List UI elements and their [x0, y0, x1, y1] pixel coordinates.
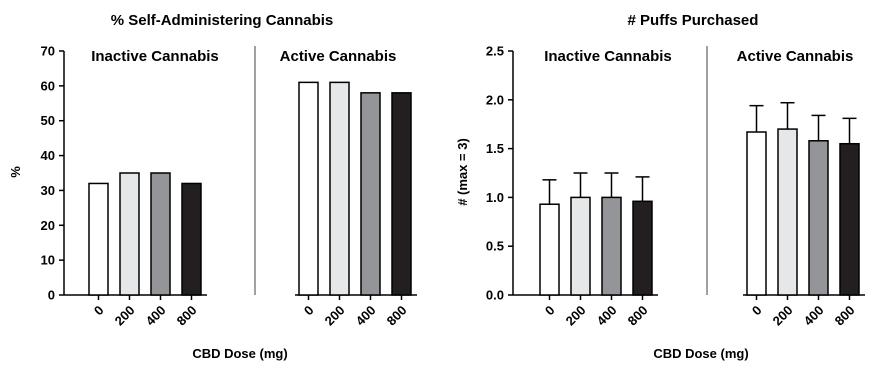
group-label-inactive: Inactive Cannabis: [91, 48, 219, 65]
y-tick-label: 30: [41, 183, 55, 198]
x-tick-label: 400: [143, 303, 169, 329]
y-tick-label: 20: [41, 218, 55, 233]
bar: [360, 92, 381, 296]
x-tick-label: 200: [770, 303, 796, 329]
y-tick-label: 50: [41, 113, 55, 128]
x-tick-label: 400: [594, 303, 620, 329]
bar: [570, 196, 591, 296]
chart-self-administering: % Self-Administering Cannabis % Inactive…: [8, 12, 417, 361]
y-tick-label: 2.0: [486, 92, 504, 107]
y-axis-label: # (max = 3): [455, 138, 470, 206]
bar: [777, 128, 798, 296]
y-tick-label: 40: [41, 148, 55, 163]
group-label-active: Active Cannabis: [280, 48, 397, 65]
bar: [539, 203, 560, 296]
bar: [88, 182, 109, 296]
x-tick-label: 800: [174, 303, 200, 329]
x-tick-label: 800: [625, 303, 651, 329]
x-tick-label: 200: [322, 303, 348, 329]
group-label-inactive: Inactive Cannabis: [544, 48, 672, 65]
x-tick-label: 0: [542, 303, 558, 319]
bar: [632, 200, 653, 296]
y-tick-label: 0: [48, 288, 55, 303]
x-tick-label: 400: [353, 303, 379, 329]
x-tick-label: 0: [301, 303, 317, 319]
x-tick-label: 400: [801, 303, 827, 329]
x-axis-label: CBD Dose (mg): [192, 346, 287, 361]
bar: [601, 196, 622, 296]
x-tick-label: 800: [384, 303, 410, 329]
y-tick-label: 1.5: [486, 141, 504, 156]
y-tick-label: 2.5: [486, 44, 504, 59]
chart-title: % Self-Administering Cannabis: [111, 12, 334, 29]
bar: [150, 172, 171, 296]
y-tick-label: 1.0: [486, 190, 504, 205]
x-tick-label: 800: [832, 303, 858, 329]
bar: [298, 81, 319, 296]
bar: [746, 131, 767, 296]
y-tick-label: 60: [41, 78, 55, 93]
y-tick-label: 0.5: [486, 239, 504, 254]
x-tick-label: 0: [749, 303, 765, 319]
bar: [808, 140, 829, 296]
bar: [119, 172, 140, 296]
bar: [839, 142, 860, 296]
chart-title: # Puffs Purchased: [628, 12, 759, 29]
x-tick-label: 200: [112, 303, 138, 329]
y-axis-label: %: [8, 166, 23, 178]
y-tick-label: 70: [41, 44, 55, 59]
chart-puffs-purchased: # Puffs Purchased # (max = 3) Inactive C…: [455, 12, 865, 361]
group-label-active: Active Cannabis: [737, 48, 854, 65]
y-tick-label: 10: [41, 253, 55, 268]
x-tick-label: 0: [91, 303, 107, 319]
bar: [391, 92, 412, 296]
x-axis-label: CBD Dose (mg): [653, 346, 748, 361]
x-tick-label: 200: [563, 303, 589, 329]
y-tick-label: 0.0: [486, 288, 504, 303]
bar: [181, 182, 202, 296]
bar: [329, 81, 350, 296]
